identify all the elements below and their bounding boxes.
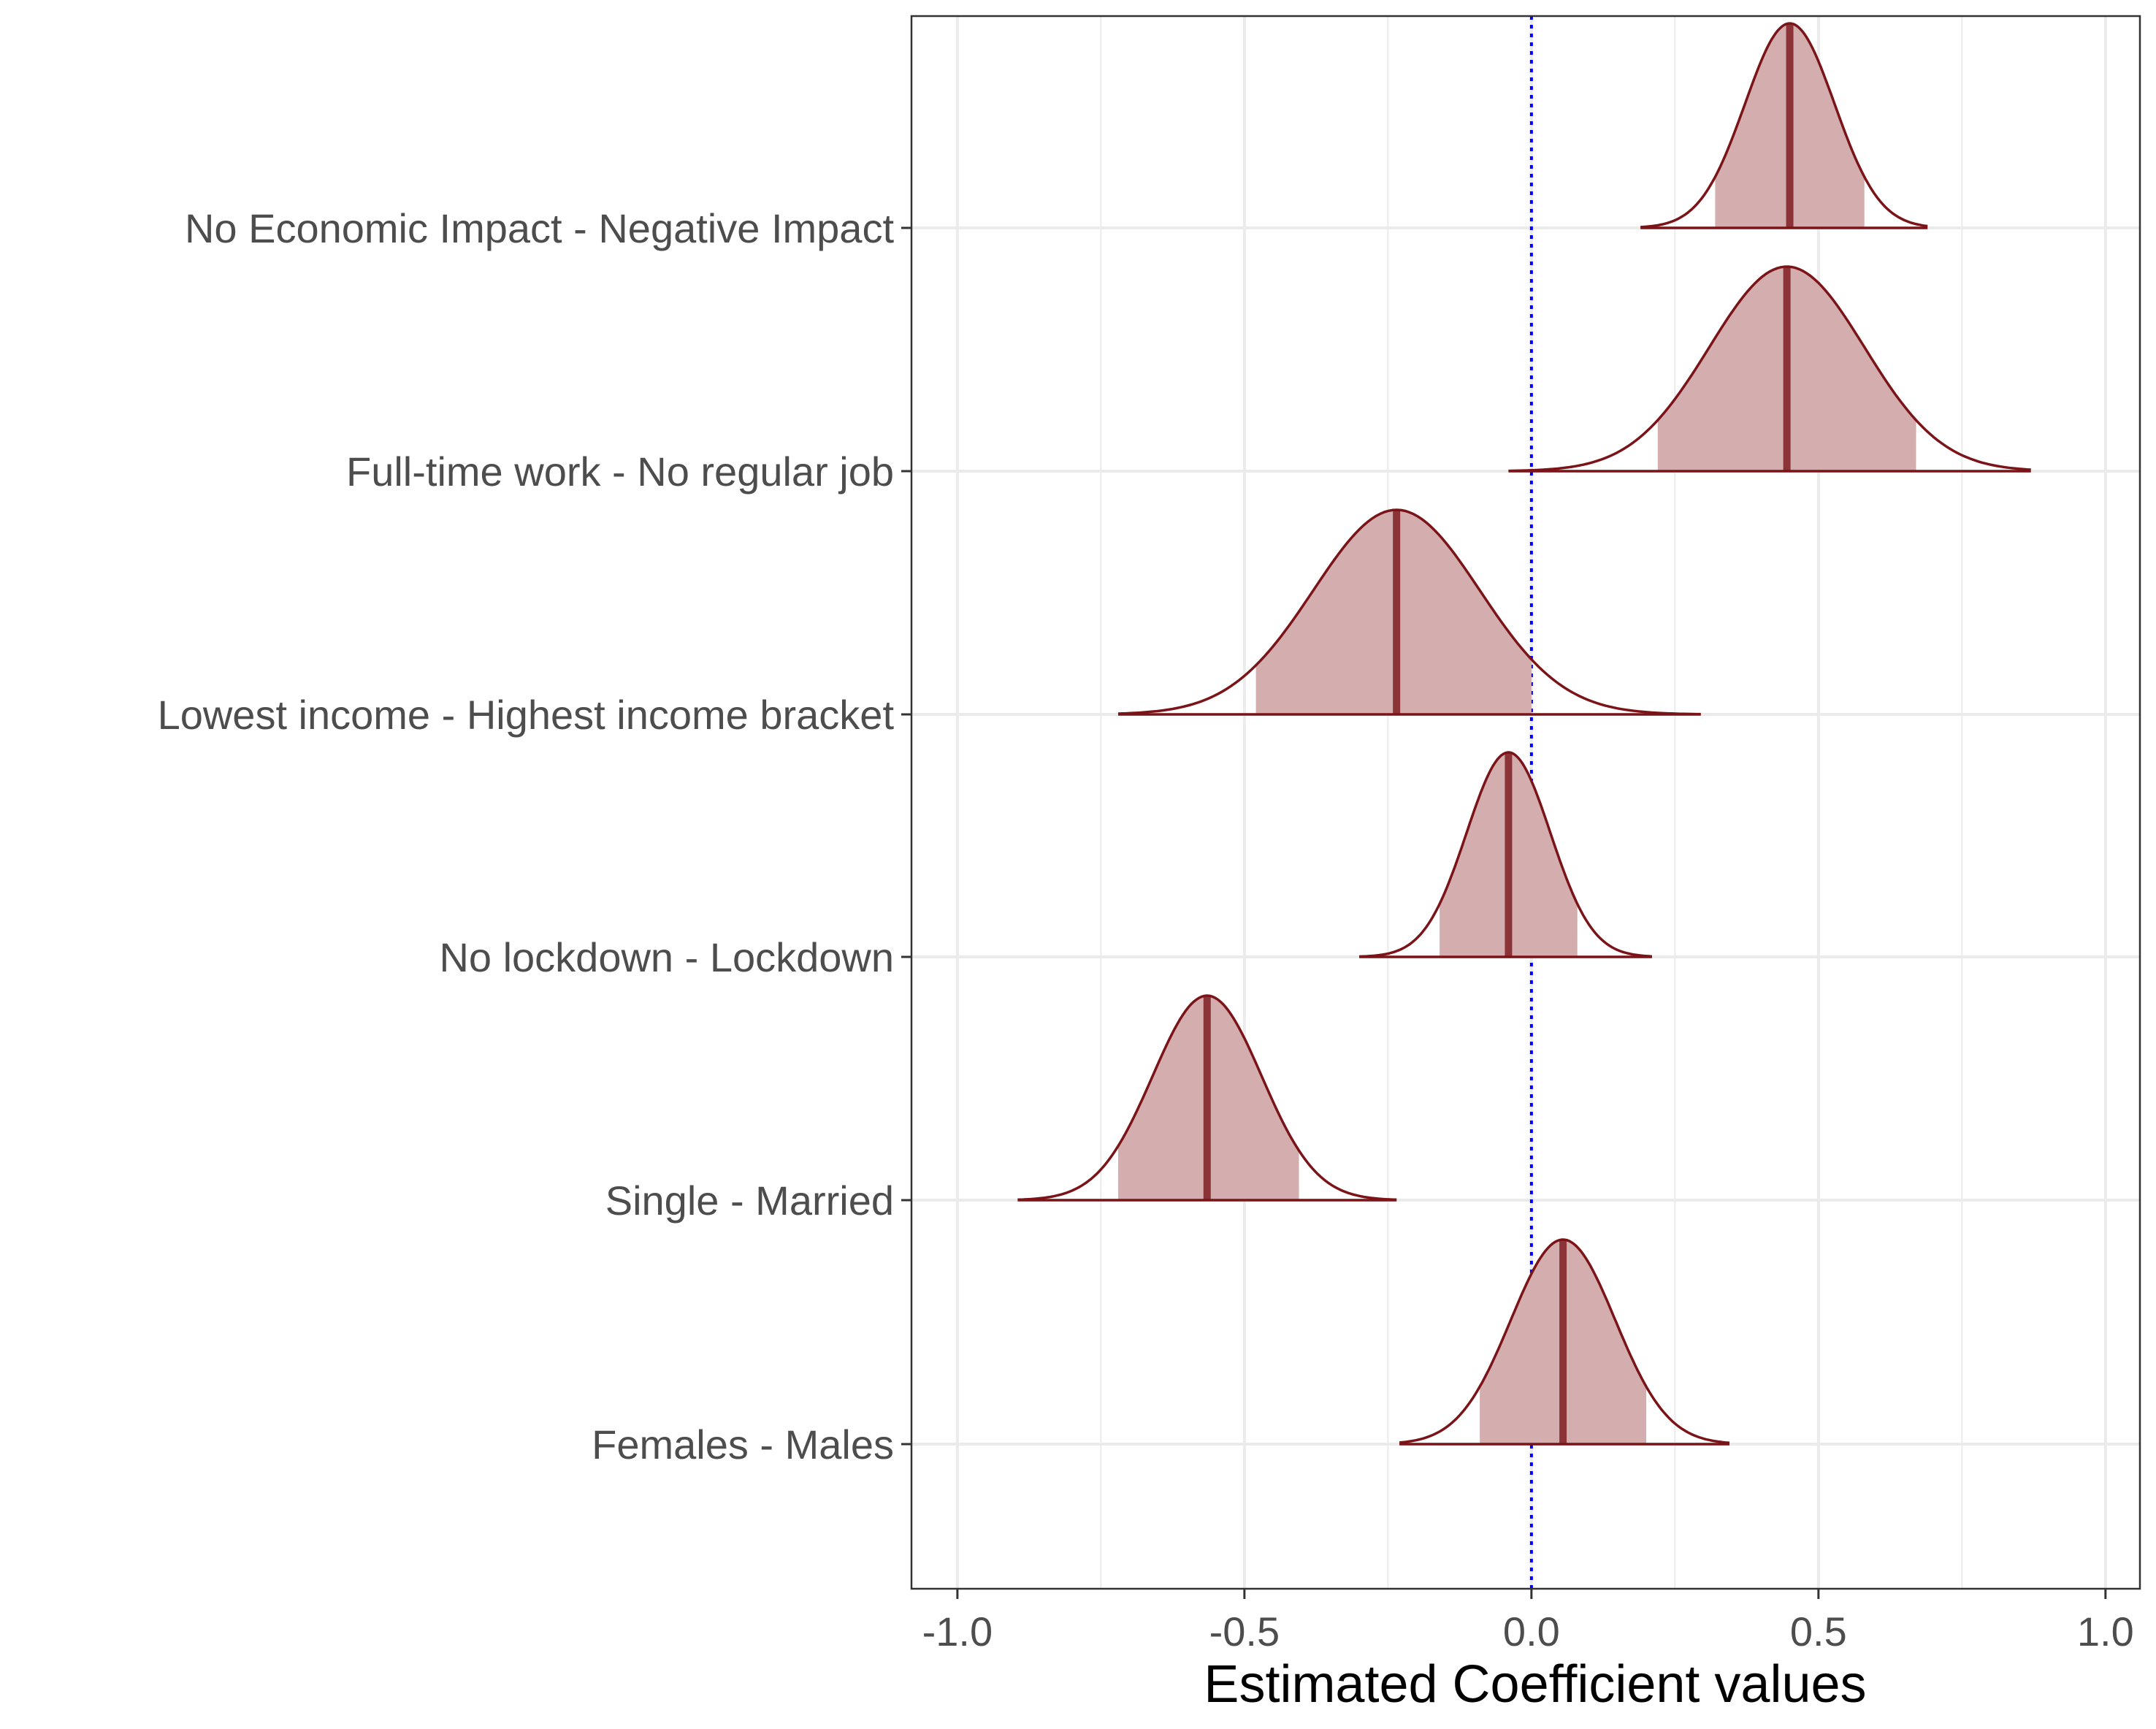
density-outline (1508, 265, 2031, 473)
axes: -1.0 -0.5 0.0 0.5 1.0 No Economic Impact - Ne… (158, 205, 2134, 1654)
density-outline (1399, 1238, 1730, 1445)
y-tick-label: No Economic Impact - Negative Impact (185, 205, 894, 251)
x-tick-label: 0.5 (1790, 1608, 1847, 1654)
x-tick-label: -0.5 (1209, 1608, 1280, 1654)
y-tick-label: Females - Males (592, 1421, 894, 1467)
x-tick-label: -1.0 (922, 1608, 993, 1654)
density-ridge (1640, 22, 1928, 229)
density-outline (1017, 994, 1397, 1202)
y-tick-label: Full-time work - No regular job (346, 449, 894, 495)
density-outline (1359, 751, 1652, 958)
x-axis-title: Estimated Coefficient values (1204, 1655, 1866, 1714)
y-tick-label: No lockdown - Lockdown (439, 934, 894, 980)
density-outline (1640, 22, 1928, 229)
density-ridge (1399, 1238, 1730, 1446)
density-ridge (1359, 751, 1652, 958)
y-tick-label: Lowest income - Highest income bracket (158, 692, 895, 738)
x-tick-label: 1.0 (2077, 1608, 2134, 1654)
density-ridge (1508, 265, 2031, 473)
y-tick-label: Single - Married (605, 1178, 894, 1224)
density-ridge (1117, 508, 1701, 716)
densities (1017, 22, 2031, 1446)
density-outline (1117, 508, 1701, 716)
x-tick-label: 0.0 (1503, 1608, 1560, 1654)
panel-border (910, 15, 2141, 1590)
density-ridge (1017, 994, 1397, 1202)
